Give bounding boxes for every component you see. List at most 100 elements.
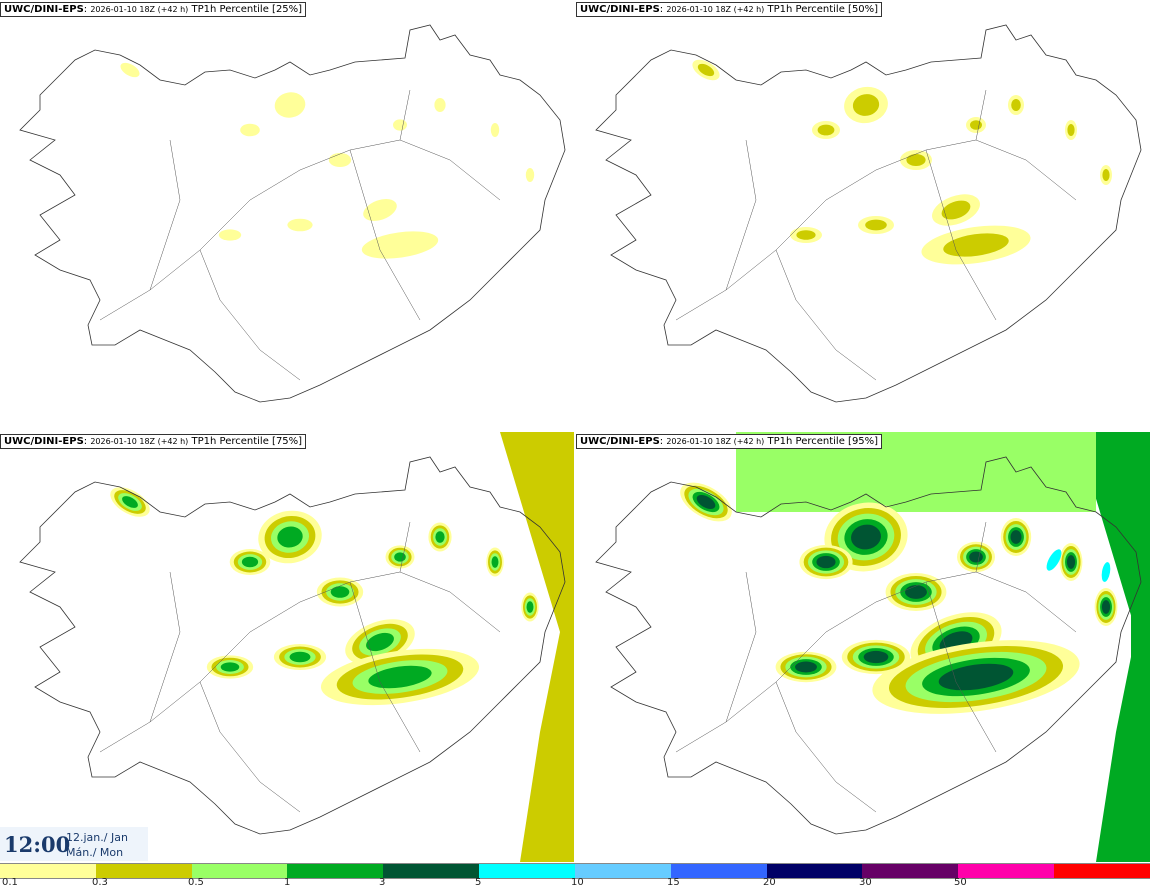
precipitation-area	[796, 230, 816, 240]
precipitation-map	[595, 432, 1150, 862]
precipitation-map	[595, 24, 1142, 403]
colorbar-tick-label: 0.1	[2, 877, 18, 888]
colorbar-tick-label: 0.5	[188, 877, 204, 888]
precipitation-area	[393, 119, 407, 131]
precipitation-area	[274, 92, 306, 118]
precipitation-area	[852, 94, 880, 116]
colorbar-tick-label: 3	[379, 877, 386, 888]
road-network	[675, 89, 1077, 381]
colorbar-segment	[574, 864, 671, 878]
colorbar-segment	[862, 864, 959, 878]
panel-title: UWC/DINI-EPS: 2026-01-10 18Z (+42 h) TP1…	[576, 2, 883, 17]
valid-weekday: Mán./ Mon	[66, 846, 124, 859]
panel-50-percentile: UWC/DINI-EPS: 2026-01-10 18Z (+42 h) TP1…	[576, 0, 1150, 430]
precipitation-area	[218, 229, 242, 241]
offshore-precipitation	[500, 432, 574, 862]
colorbar-segment	[479, 864, 575, 878]
panel-title: UWC/DINI-EPS: 2026-01-10 18Z (+42 h) TP1…	[0, 2, 307, 17]
precipitation-area	[220, 662, 240, 672]
colorbar-tick-label: 50	[954, 877, 967, 888]
precipitation-area	[696, 495, 716, 509]
precipitation-area	[120, 62, 140, 78]
precipitation-colorbar	[0, 863, 1150, 879]
precipitation-area	[1131, 432, 1150, 862]
valid-time-box: 12:00 12.jan./ Jan Mán./ Mon	[0, 827, 148, 861]
precipitation-map	[19, 24, 566, 403]
precipitation-area	[491, 556, 499, 568]
valid-date: 12.jan./ Jan	[66, 831, 128, 844]
precipitation-area	[795, 661, 817, 673]
road-network	[675, 521, 1077, 813]
precipitation-area	[816, 555, 836, 569]
colorbar-tick-label: 30	[859, 877, 872, 888]
panel-25-percentile: UWC/DINI-EPS: 2026-01-10 18Z (+42 h) TP1…	[0, 0, 574, 430]
precipitation-area	[490, 123, 500, 137]
road-network	[99, 521, 501, 813]
precipitation-area	[943, 233, 1009, 257]
coastline	[595, 24, 1142, 403]
precipitation-area	[1101, 600, 1111, 614]
precipitation-area	[906, 154, 926, 166]
precipitation-area	[1010, 530, 1022, 544]
colorbar-tick-label: 20	[763, 877, 776, 888]
iceland-land	[596, 25, 1141, 402]
precipitation-area	[289, 651, 311, 663]
precipitation-area	[525, 168, 535, 182]
precipitation-area	[277, 526, 303, 548]
panel-75-percentile: UWC/DINI-EPS: 2026-01-10 18Z (+42 h) TP1…	[0, 432, 574, 862]
precipitation-area	[969, 551, 983, 563]
precipitation-area	[851, 524, 881, 550]
precipitation-area	[1067, 124, 1075, 136]
precipitation-area	[970, 120, 982, 130]
precipitation-area	[1011, 99, 1021, 111]
colorbar-segment	[0, 864, 96, 878]
precipitation-area	[941, 200, 971, 220]
precipitation-area	[1101, 562, 1111, 582]
coastline	[19, 24, 566, 403]
precipitation-area	[241, 556, 259, 568]
colorbar-tick-label: 1	[284, 877, 291, 888]
colorbar-tick-label: 10	[571, 877, 584, 888]
panel-title: UWC/DINI-EPS: 2026-01-10 18Z (+42 h) TP1…	[0, 434, 307, 449]
precipitation-area	[817, 124, 835, 136]
precipitation-area	[363, 199, 397, 221]
precipitation-area	[905, 585, 927, 599]
road-network	[99, 89, 501, 381]
precipitation-area	[526, 601, 534, 613]
precipitation-area	[368, 665, 432, 689]
colorbar-tick-label: 5	[475, 877, 482, 888]
precipitation-area	[863, 650, 889, 664]
precipitation-area	[330, 586, 350, 598]
valid-time: 12:00	[4, 832, 71, 857]
precipitation-area	[1066, 555, 1076, 569]
precipitation-area	[1102, 169, 1110, 181]
colorbar-segment	[1054, 864, 1150, 878]
iceland-land	[20, 25, 565, 402]
colorbar-segment	[95, 864, 192, 878]
precipitation-area	[434, 98, 446, 112]
panel-title: UWC/DINI-EPS: 2026-01-10 18Z (+42 h) TP1…	[576, 434, 883, 449]
precipitation-area	[287, 218, 313, 232]
colorbar-segment	[766, 864, 863, 878]
precipitation-area	[938, 663, 1014, 691]
colorbar-segment	[670, 864, 767, 878]
precipitation-map	[19, 432, 574, 862]
precipitation-area	[240, 123, 260, 137]
precipitation-area	[435, 531, 445, 543]
precipitation-area	[328, 153, 352, 167]
panel-95-percentile: UWC/DINI-EPS: 2026-01-10 18Z (+42 h) TP1…	[576, 432, 1150, 862]
coastline	[19, 456, 566, 835]
precipitation-area	[697, 63, 715, 77]
precipitation-area	[366, 632, 394, 652]
colorbar-segment	[383, 864, 480, 878]
precipitation-area	[394, 552, 406, 562]
precipitation-area	[122, 496, 138, 508]
precipitation-area	[865, 219, 887, 231]
coastline	[595, 456, 1142, 835]
precipitation-area	[1046, 549, 1062, 571]
colorbar-tick-label: 15	[667, 877, 680, 888]
colorbar-tick-label: 0.3	[92, 877, 108, 888]
colorbar-segment	[191, 864, 288, 878]
colorbar-segment	[958, 864, 1055, 878]
colorbar-segment	[287, 864, 384, 878]
